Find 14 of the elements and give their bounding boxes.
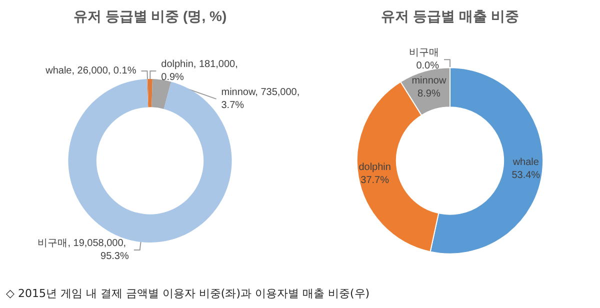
category-label: 비구매 xyxy=(409,48,439,59)
slice-label: minnow, 735,000, 3.7% xyxy=(221,86,302,111)
data-label: 53.4% xyxy=(512,170,540,181)
legend-label: minnow xyxy=(412,75,447,86)
slice-label: whale, 26,000, 0.1% xyxy=(44,66,136,77)
slice-label: 비구매, 19,058,000, 95.3% xyxy=(38,238,129,262)
text: 0.0% xyxy=(416,60,439,72)
slice-label: whale xyxy=(512,156,540,168)
slice-label: dolphin xyxy=(358,162,391,173)
text: ◇ 2015년 게임 내 결제 금액별 이용자 비중(좌)과 이용자별 매출 비중(우) xyxy=(6,286,371,301)
chart-title: 유저 등급별 비중 (명, %) xyxy=(73,8,227,24)
chart-title: 유저 등급별 매출 비중 xyxy=(381,8,519,24)
data-label: 37.7% xyxy=(360,174,390,186)
data-label: 8.9% xyxy=(418,88,440,100)
